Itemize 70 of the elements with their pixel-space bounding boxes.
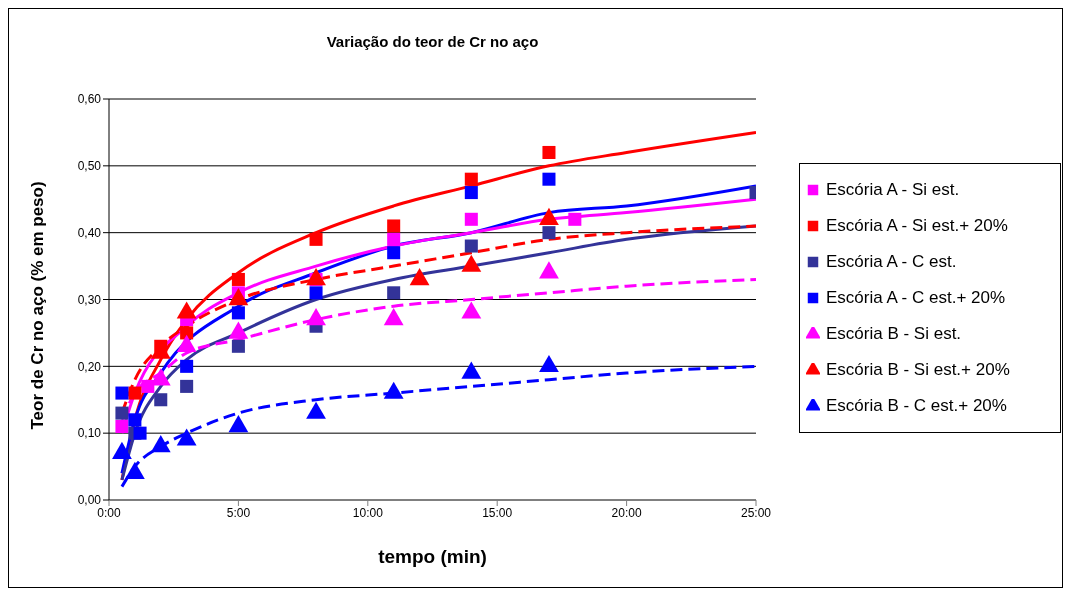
y-tick-label: 0,30: [77, 292, 102, 307]
point: [461, 301, 482, 319]
point: [231, 272, 245, 286]
y-tick-label: 0,00: [77, 493, 102, 508]
point: [464, 239, 478, 253]
x-axis-title: tempo (min): [378, 546, 487, 567]
point: [180, 379, 194, 393]
point: [112, 441, 132, 459]
point: [141, 379, 155, 393]
point: [461, 361, 482, 379]
point: [542, 145, 556, 159]
x-tick-label: 25:00: [740, 505, 772, 520]
y-tick-label: 0,10: [77, 426, 102, 441]
legend-label: Escória B - C est.+ 20%: [826, 396, 1007, 416]
legend-label: Escória B - Si est.+ 20%: [826, 360, 1010, 380]
point: [180, 326, 194, 340]
point: [306, 308, 326, 326]
point: [387, 232, 401, 246]
point: [306, 268, 326, 286]
point: [228, 321, 249, 339]
point: [387, 219, 401, 233]
x-tick-label: 20:00: [611, 505, 642, 520]
point: [306, 401, 326, 419]
point: [150, 435, 171, 453]
point: [542, 172, 556, 186]
point: [133, 426, 147, 440]
line-series: [120, 364, 756, 489]
y-tick-label: 0,60: [77, 92, 102, 107]
legend-label: Escória A - Si est.+ 20%: [826, 216, 1008, 236]
legend-label: Escória B - Si est.: [826, 324, 962, 344]
point: [464, 186, 478, 200]
legend-label: Escória A - Si est.: [826, 180, 960, 200]
x-tick-label: 5:00: [226, 505, 251, 520]
point: [228, 415, 249, 433]
point: [542, 226, 556, 240]
point: [409, 268, 430, 286]
chart-title: Variação do teor de Cr no aço: [325, 33, 540, 50]
x-tick-label: 15:00: [482, 505, 513, 520]
point: [128, 386, 142, 400]
point: [539, 354, 559, 373]
point: [231, 306, 245, 320]
point: [387, 246, 401, 260]
legend-label: Escória A - C est.: [826, 252, 957, 272]
point: [115, 419, 129, 433]
y-axis-title: Teor de Cr no aço (% em peso): [28, 181, 48, 430]
y-tick-label: 0,40: [77, 225, 102, 240]
line-series: [120, 224, 756, 482]
point: [154, 393, 168, 407]
legend-label: Escória A - C est.+ 20%: [826, 288, 1006, 308]
point: [383, 308, 404, 326]
point: [128, 413, 142, 427]
point: [124, 461, 145, 479]
point: [115, 406, 129, 420]
x-tick-label: 10:00: [352, 505, 384, 520]
y-tick-label: 0,50: [77, 159, 102, 174]
point: [176, 428, 197, 446]
point: [383, 381, 404, 399]
point: [228, 288, 249, 306]
point: [387, 286, 401, 300]
point: [180, 359, 194, 373]
point: [176, 301, 197, 319]
point: [309, 286, 323, 300]
point: [568, 212, 582, 226]
point: [464, 172, 478, 186]
point: [231, 339, 245, 353]
x-tick-label: 0:00: [97, 505, 121, 520]
point: [309, 232, 323, 246]
point: [464, 212, 478, 226]
point: [115, 386, 129, 400]
y-tick-label: 0,20: [77, 359, 102, 374]
